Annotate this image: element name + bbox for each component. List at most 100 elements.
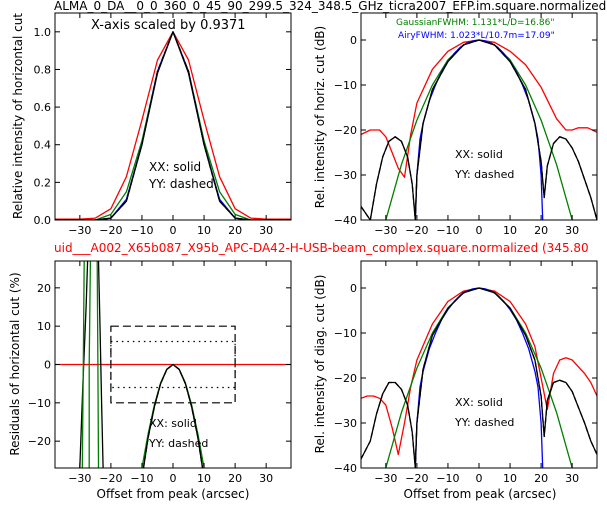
p4-legend-yy: YY: dashed: [454, 416, 514, 429]
p3-dotted-box: [110, 340, 236, 389]
p3-lines: [55, 261, 291, 468]
p2-xtick-label-0: −30: [374, 224, 397, 237]
p2-frame: [360, 12, 598, 221]
p4-xtick-label-2: −10: [436, 472, 459, 485]
p4-lines: [361, 287, 597, 468]
p3-series-green-4: [96, 261, 100, 468]
p4-xtick-label-6: 30: [565, 472, 579, 485]
p1-xtick-label-1: −20: [99, 224, 122, 237]
p2-xtick-label-1: −20: [405, 224, 428, 237]
p2-ylabel: Rel. intensity of horiz. cut (dB): [313, 26, 327, 208]
p3-xtick-label-1: −20: [99, 472, 122, 485]
p4-ytick-label-2: −20: [334, 372, 357, 385]
p3-xtick-label-2: −10: [130, 472, 153, 485]
p4-ticks: −30 −20 −10 0 10 20 30 0 −10 −20 −30 −40: [334, 260, 598, 485]
p3-ytick-label-1: 10: [37, 320, 51, 333]
p3-plot-area: [55, 261, 291, 468]
panel-top-left: −30 −20 −10 0 10 20 30 0.0 0.2 0.4 0.6 0.8 1.0 X-axi…: [11, 12, 292, 237]
panel-top-right: −30 −20 −10 0 10 20 30 0 −10 −20 −30 −40 GaussianFW…: [313, 12, 598, 237]
p1-ytick-label-3: 0.6: [34, 101, 52, 114]
p3-xlabel: Offset from peak (arcsec): [97, 487, 250, 501]
p3-series-green-2: [81, 261, 85, 468]
p1-xtick-label-5: 20: [228, 224, 242, 237]
p3-ylabel: Residuals of horizontal cut (%): [8, 272, 22, 455]
p3-legend-yy: YY: dashed: [148, 437, 208, 450]
p2-lines: [361, 39, 597, 220]
p3-xtick-label-5: 20: [228, 472, 242, 485]
top-title: ALMA_0_DA__0_0_360_0_45_90_299.5_324_348…: [54, 0, 606, 13]
p2-series-black-dashed-4: [361, 39, 597, 220]
p3-ytick-label-2: 0: [44, 359, 51, 372]
panel-bottom-right: −30 −20 −10 0 10 20 300−10−20−30−40 XX: solid …: [313, 260, 598, 501]
p2-ytick-label-1: −10: [334, 79, 357, 92]
p3-series-black-dashed-7: [142, 363, 204, 468]
p3-xtick-label-4: 10: [197, 472, 211, 485]
p1-xtick-label-0: −30: [68, 224, 91, 237]
p4-xtick-label-0: −30: [374, 472, 397, 485]
p4-xtick-label-4: 10: [503, 472, 517, 485]
p4-frame: [360, 260, 598, 469]
p4-series-blue-2: [414, 287, 544, 468]
p3-xtick-label-3: 0: [170, 472, 177, 485]
p1-ticks: −30 −20 −10 0 10 20 30 0.0 0.2 0.4 0.6 0.8 1.0: [34, 12, 292, 237]
p3-ticks: −30 −20 −10 0 10 20 30 20 10 0 −10 −20: [28, 260, 292, 485]
p2-ytick-label-3: −30: [334, 169, 357, 182]
p1-xtick-label-6: 30: [259, 224, 273, 237]
p3-ytick-label-3: −10: [28, 397, 51, 410]
p1-ytick-label-5: 1.0: [34, 26, 52, 39]
p1-ytick-label-4: 0.8: [34, 63, 52, 76]
p2-fwhm-airy: AiryFWHM: 1.023*L/10.7m=17.09": [398, 31, 555, 41]
p4-ylabel: Rel. intensity of diag. cut (dB): [313, 275, 327, 454]
p4-plot-area: [361, 287, 597, 468]
p3-series-black-0: [79, 261, 89, 468]
p1-series-green-1: [55, 31, 291, 220]
p3-legend-xx: XX: solid: [149, 417, 197, 430]
p2-legend-xx: XX: solid: [455, 148, 503, 161]
p2-plot-area: [361, 39, 597, 220]
panel-bottom-left: −30 −20 −10 0 10 20 30 20 10 0 −10 −20 XX: solid YY…: [8, 260, 292, 501]
p3-ytick-label-4: −20: [28, 435, 51, 448]
p2-ticks: −30 −20 −10 0 10 20 30 0 −10 −20 −30 −40: [334, 12, 598, 237]
p2-legend-yy: YY: dashed: [454, 168, 514, 181]
p1-ytick-label-0: 0.0: [34, 214, 52, 227]
p2-series-black-3: [361, 39, 597, 220]
p1-series-red-0: [55, 31, 291, 220]
p1-xtick-label-3: 0: [170, 224, 177, 237]
p1-legend-yy: YY: dashed: [148, 177, 214, 191]
p1-plot-area: [55, 31, 291, 220]
p2-xtick-label-6: 30: [565, 224, 579, 237]
p1-series-blue-2: [55, 31, 291, 220]
p1-legend-xx: XX: solid: [149, 160, 201, 174]
p2-xtick-label-5: 20: [534, 224, 548, 237]
p1-xtick-label-2: −10: [130, 224, 153, 237]
p3-series-green-3: [88, 261, 92, 468]
p2-ytick-label-0: 0: [350, 34, 357, 47]
p1-series-black-3: [55, 31, 291, 220]
p1-annotation: X-axis scaled by 0.9371: [91, 18, 246, 33]
p3-xtick-label-0: −30: [68, 472, 91, 485]
p1-ylabel: Relative intensity of horizontal cut: [11, 13, 25, 219]
p2-ytick-label-4: −40: [334, 214, 357, 227]
p4-xlabel: Offset from peak (arcsec): [404, 487, 557, 501]
p4-ytick-label-0: 0: [350, 282, 357, 295]
p1-ytick-label-1: 0.2: [34, 176, 52, 189]
p4-ytick-label-1: −10: [334, 327, 357, 340]
p1-series-black-dashed-4: [55, 31, 291, 220]
p2-xtick-label-3: 0: [476, 224, 483, 237]
p1-xtick-label-4: 10: [197, 224, 211, 237]
p4-xtick-label-5: 20: [534, 472, 548, 485]
p4-xtick-label-1: −20: [405, 472, 428, 485]
p4-series-black-dashed-4: [361, 287, 597, 468]
p4-series-green-1: [385, 287, 573, 468]
p4-legend-xx: XX: solid: [455, 396, 503, 409]
p4-ytick-label-4: −40: [334, 462, 357, 475]
p2-xtick-label-4: 10: [503, 224, 517, 237]
p4-ytick-label-3: −30: [334, 417, 357, 430]
p1-grid-marks: [55, 31, 291, 220]
p3-xtick-label-6: 30: [259, 472, 273, 485]
p2-ytick-label-2: −20: [334, 124, 357, 137]
p1-ytick-label-2: 0.4: [34, 139, 52, 152]
p2-fwhm-gaussian: GaussianFWHM: 1.131*L/D=16.86": [396, 18, 554, 28]
p2-series-red-0: [361, 39, 597, 178]
